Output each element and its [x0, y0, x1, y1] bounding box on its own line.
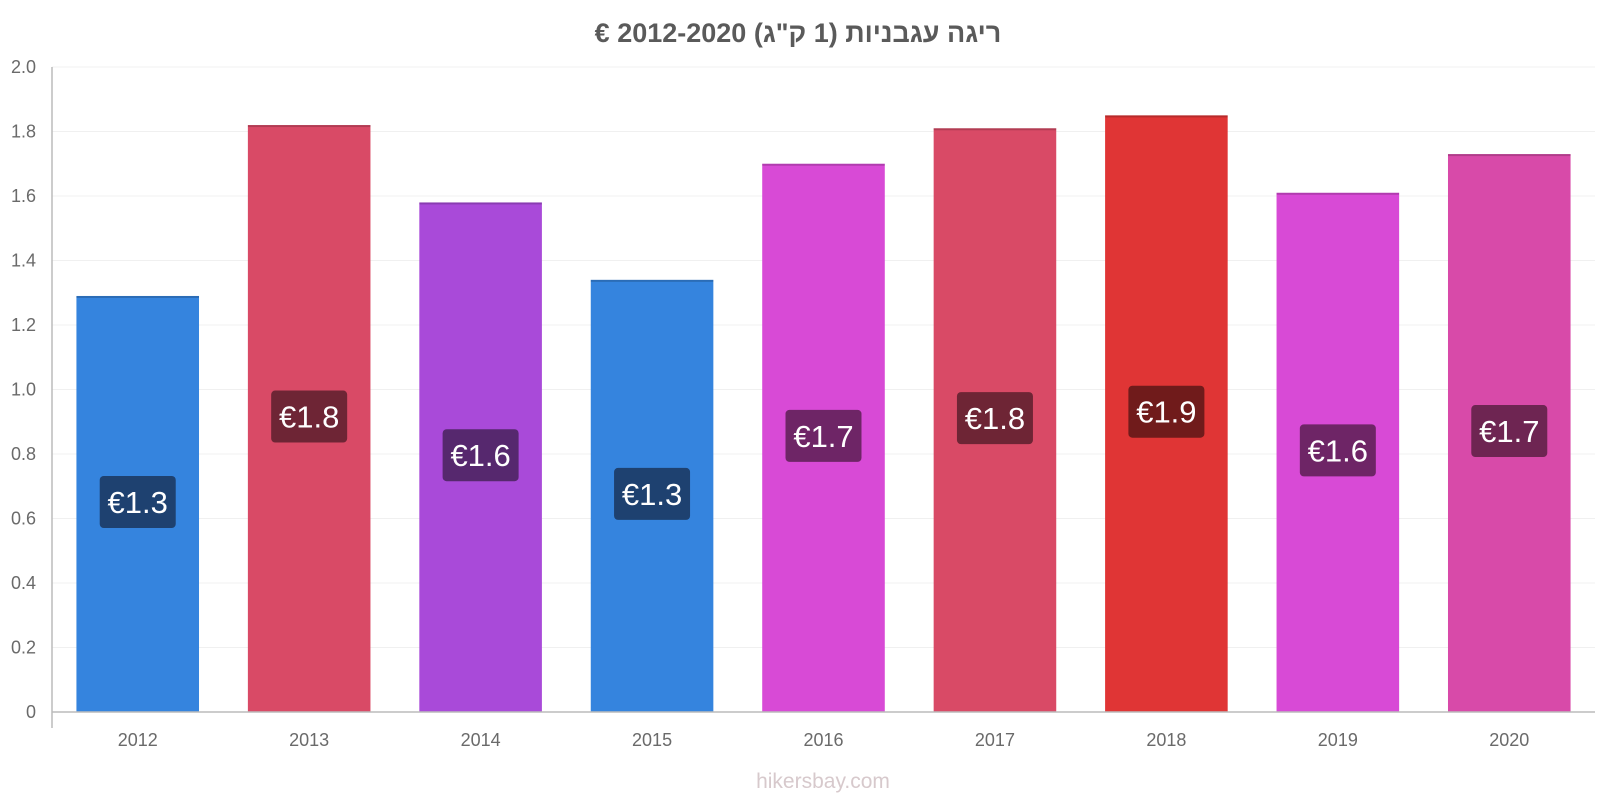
x-tick-label: 2015	[632, 730, 672, 750]
data-label: €1.8	[279, 400, 339, 435]
watermark: hikersbay.com	[756, 770, 890, 793]
y-tick-label: 0.6	[11, 509, 36, 529]
x-tick-label: 2019	[1318, 730, 1358, 750]
x-tick-label: 2013	[289, 730, 329, 750]
bar-top-edge	[1105, 115, 1228, 118]
y-tick-label: 0.2	[11, 638, 36, 658]
bar-top-edge	[247, 125, 371, 128]
x-tick-label: 2018	[1146, 730, 1186, 750]
data-label-box	[99, 475, 176, 528]
x-tick-label: 2014	[461, 730, 501, 750]
data-label-box	[1128, 385, 1205, 438]
bar-top-edge	[419, 202, 542, 205]
data-label-box	[614, 467, 691, 520]
bar-top-edge	[1447, 154, 1571, 157]
data-label: €1.3	[622, 477, 682, 512]
y-tick-label: 0.4	[11, 573, 36, 593]
data-label-box	[1471, 405, 1548, 458]
bar-top-edge	[76, 295, 200, 298]
data-label: €1.6	[1308, 433, 1368, 468]
bar-top-edge	[1276, 192, 1400, 195]
x-tick-label: 2016	[803, 730, 843, 750]
chart-title: ריגה עגבניות (1 ק"ג) 2012-2020 €	[595, 18, 1002, 48]
y-tick-label: 1.0	[11, 380, 36, 400]
y-tick-label: 2.0	[11, 57, 36, 77]
data-label: €1.9	[1136, 395, 1196, 430]
data-label: €1.7	[1479, 414, 1539, 449]
x-tick-label: 2012	[118, 730, 158, 750]
data-label-box	[442, 429, 519, 482]
data-label-box	[785, 409, 862, 462]
data-label: €1.7	[793, 419, 853, 454]
data-label-box	[271, 390, 348, 443]
data-label: €1.6	[450, 438, 510, 473]
bars-layer	[76, 115, 1571, 713]
bar-top-edge	[762, 163, 885, 166]
bar-top-edge	[933, 128, 1057, 131]
data-label: €1.8	[965, 401, 1025, 436]
x-tick-label: 2017	[975, 730, 1015, 750]
data-label-box	[1299, 424, 1376, 477]
y-tick-label: 0.8	[11, 444, 36, 464]
data-label: €1.3	[108, 485, 168, 520]
data-label-box	[956, 392, 1033, 445]
y-tick-label: 1.4	[11, 251, 36, 271]
data-labels-layer: €1.3 €1.8 €1.6 €1.3 €1.7 €1.8 €1.9 €1.6 €1.7	[99, 385, 1548, 528]
y-tick-label: 1.8	[11, 122, 36, 142]
y-tick-label: 0	[26, 702, 36, 722]
y-tick-label: 1.2	[11, 315, 36, 335]
y-tick-label: 1.6	[11, 186, 36, 206]
axis-layer: 0 0.2 0.4 0.6 0.8 1.0 1.2 1.4 1.6 1.8 2.0 2012 2013 2…	[11, 57, 1595, 750]
x-tick-label: 2020	[1489, 730, 1529, 750]
bar-top-edge	[590, 279, 714, 282]
